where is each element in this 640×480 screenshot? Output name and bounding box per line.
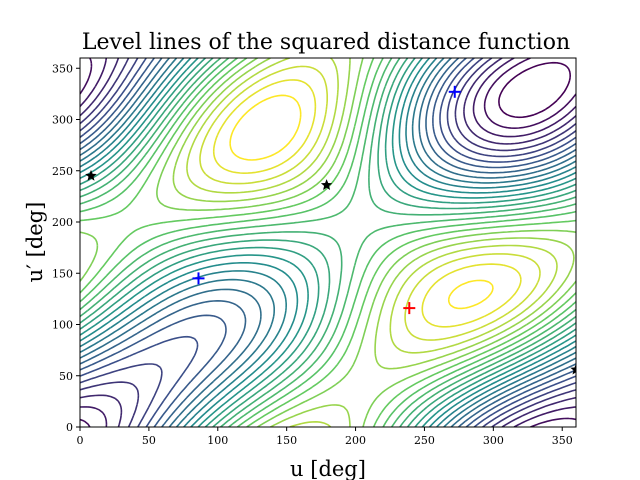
contour-level [498,61,571,119]
star-marker [85,169,97,181]
contour-level [229,94,494,310]
x-tick-label: 150 [276,434,297,447]
chart-title: Level lines of the squared distance func… [82,30,570,55]
contour-lines [80,58,576,427]
contour-level [80,58,576,427]
contour-level [80,58,576,427]
x-tick-label: 0 [77,434,84,447]
contour-level [80,58,576,427]
contour-level [80,58,576,427]
y-tick-label: 50 [59,370,73,383]
contour-level [80,58,576,427]
plus-marker [403,302,416,315]
y-axis-ticks: 0 50 100 150 200 250 300 350 [52,62,80,434]
x-axis-ticks: 0 50 100 150 200 250 300 350 [77,427,573,447]
contour-level [80,58,576,427]
contour-level [80,58,576,427]
plus-marker [192,272,205,285]
contour-level [186,58,558,427]
x-tick-label: 200 [345,434,366,447]
y-axis-label: u′ [deg] [23,202,47,283]
contour-level [80,58,576,427]
contour-level [80,58,576,427]
x-tick-label: 50 [142,434,156,447]
y-tick-label: 350 [52,62,73,75]
x-tick-label: 100 [207,434,228,447]
y-tick-label: 0 [66,421,73,434]
star-marker [570,363,576,375]
contour-level [80,58,576,427]
y-tick-label: 150 [52,267,73,280]
contour-level [80,58,576,427]
x-tick-label: 300 [483,434,504,447]
y-tick-label: 300 [52,114,73,127]
contour-level [80,58,576,427]
contour-level [80,58,576,427]
contour-level [80,58,576,427]
y-tick-label: 250 [52,165,73,178]
star-marker [320,179,333,190]
y-tick-label: 200 [52,216,73,229]
contour-level [80,58,576,427]
x-tick-label: 350 [552,434,573,447]
contour-level [80,58,576,427]
contour-level [199,65,541,341]
contour-level [80,58,576,427]
x-tick-label: 250 [414,434,435,447]
contour-level [80,58,576,427]
x-axis-label: u [deg] [290,457,366,480]
contour-level [80,58,576,427]
plus-marker [448,85,461,98]
y-tick-label: 100 [52,319,73,332]
markers [85,85,576,375]
contour-level [80,58,576,427]
contour-level [212,79,522,328]
plot-frame [79,57,577,428]
